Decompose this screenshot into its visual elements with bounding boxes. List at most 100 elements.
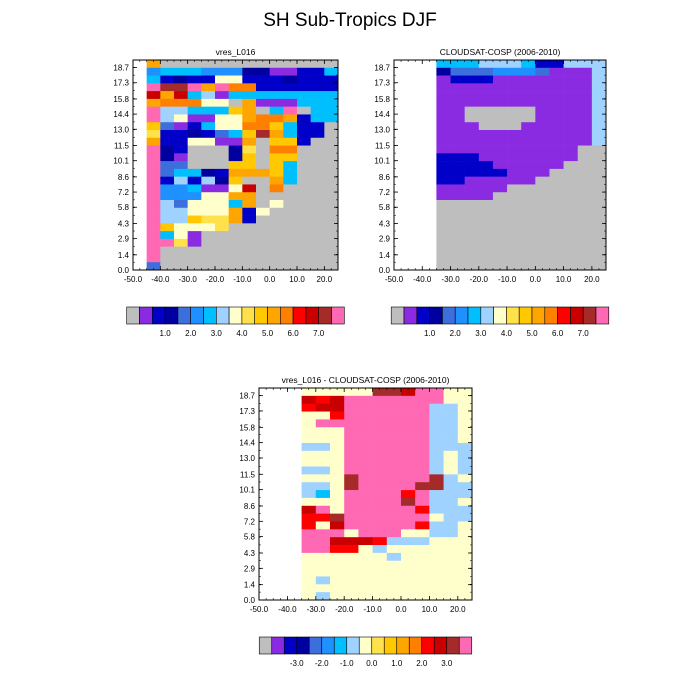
heat-cell bbox=[344, 560, 359, 569]
heat-cell bbox=[429, 592, 444, 601]
heat-cell bbox=[297, 238, 311, 247]
heat-cell bbox=[464, 184, 480, 193]
heat-cell bbox=[478, 153, 494, 162]
heat-cell bbox=[315, 442, 331, 452]
heat-cell bbox=[228, 137, 243, 146]
heat-cell bbox=[591, 91, 607, 100]
x-tick-label: -40.0 bbox=[413, 275, 432, 284]
heat-cell bbox=[242, 207, 257, 216]
heat-cell bbox=[324, 122, 339, 131]
heat-cell bbox=[372, 490, 388, 499]
heat-cell bbox=[401, 450, 416, 459]
heat-cell bbox=[464, 114, 480, 123]
heat-cell bbox=[436, 223, 451, 232]
heat-cell bbox=[146, 254, 161, 263]
heat-cell bbox=[563, 161, 579, 170]
heat-cell bbox=[443, 403, 459, 412]
heat-cell bbox=[330, 529, 345, 538]
heat-cell bbox=[146, 67, 161, 76]
heat-cell bbox=[228, 60, 243, 69]
colorbar-box bbox=[396, 636, 410, 655]
heat-cell bbox=[297, 137, 311, 146]
heat-cell bbox=[443, 568, 459, 577]
x-tick-label: 20.0 bbox=[450, 605, 466, 614]
heat-cell bbox=[478, 67, 494, 76]
heat-cell bbox=[464, 215, 480, 224]
heat-cell bbox=[457, 513, 473, 522]
heat-cell bbox=[174, 83, 188, 92]
y-tick-label: 10.1 bbox=[113, 157, 129, 166]
heat-cell bbox=[577, 145, 593, 154]
y-tick-label: 7.2 bbox=[379, 188, 391, 197]
heat-cell bbox=[450, 67, 465, 76]
heat-cell bbox=[160, 254, 175, 263]
heat-cell bbox=[330, 450, 345, 459]
heat-cell bbox=[201, 114, 216, 123]
heat-cell bbox=[160, 231, 175, 240]
heat-cell bbox=[344, 427, 359, 436]
heat-cell bbox=[344, 576, 359, 585]
heat-cell bbox=[591, 200, 607, 209]
heat-cell bbox=[242, 192, 257, 201]
y-tick-label: 4.3 bbox=[118, 219, 130, 228]
heat-cell bbox=[283, 184, 298, 193]
heat-cell bbox=[242, 184, 257, 193]
heat-cell bbox=[160, 207, 175, 216]
heat-cell bbox=[401, 521, 416, 530]
heat-cell bbox=[401, 435, 416, 444]
heat-cell bbox=[591, 176, 607, 185]
heat-cell bbox=[429, 403, 444, 412]
x-tick-label: -20.0 bbox=[206, 275, 225, 284]
heat-cell bbox=[457, 592, 473, 601]
colorbar-label: 5.0 bbox=[526, 329, 538, 338]
heat-cell bbox=[443, 435, 459, 444]
heat-cell bbox=[269, 161, 284, 170]
heat-cell bbox=[549, 114, 564, 123]
heat-cell bbox=[160, 246, 175, 255]
colorbar-box bbox=[454, 306, 469, 325]
heat-cell bbox=[507, 60, 522, 69]
heat-cell bbox=[283, 161, 298, 170]
heat-cell bbox=[443, 395, 459, 405]
heat-cell bbox=[330, 584, 345, 593]
heat-cell bbox=[535, 67, 550, 76]
heat-cell bbox=[535, 98, 550, 107]
heat-cell bbox=[521, 168, 536, 177]
heat-cell bbox=[507, 215, 522, 224]
heat-cell bbox=[228, 75, 243, 84]
heat-cell bbox=[372, 403, 388, 412]
heat-cell bbox=[160, 192, 175, 201]
heat-cell bbox=[415, 419, 430, 428]
heat-cell bbox=[174, 176, 188, 185]
heat-cell bbox=[464, 231, 480, 240]
heat-cell bbox=[507, 231, 522, 240]
heat-cell bbox=[372, 584, 388, 593]
heat-cell bbox=[450, 122, 465, 131]
heat-cell bbox=[429, 537, 444, 546]
heat-cell bbox=[372, 497, 388, 507]
heat-cell bbox=[310, 122, 325, 131]
heat-cell bbox=[297, 168, 311, 177]
heat-cell bbox=[577, 215, 593, 224]
heat-cell bbox=[269, 130, 284, 139]
heat-cell bbox=[429, 560, 444, 569]
heat-cell bbox=[401, 592, 416, 601]
x-tick-label: 10.0 bbox=[556, 275, 572, 284]
heat-cell bbox=[457, 521, 473, 530]
heat-cell bbox=[215, 60, 229, 69]
heat-cell bbox=[330, 388, 345, 397]
heat-cell bbox=[187, 60, 202, 69]
heat-cell bbox=[315, 592, 331, 601]
heat-cell bbox=[415, 521, 430, 530]
heat-cell bbox=[228, 176, 243, 185]
heat-cell bbox=[310, 145, 325, 154]
heat-cell bbox=[521, 98, 536, 107]
heat-cell bbox=[358, 458, 373, 467]
heat-cell bbox=[478, 176, 494, 185]
heat-cell bbox=[443, 545, 459, 554]
heat-cell bbox=[215, 176, 229, 185]
heat-cell bbox=[457, 442, 473, 452]
panel-1: CLOUDSAT-COSP (2006-2010) -50.0 -40.0 -30.0… bbox=[374, 47, 610, 338]
heat-cell bbox=[297, 161, 311, 170]
heat-cell bbox=[450, 145, 465, 154]
